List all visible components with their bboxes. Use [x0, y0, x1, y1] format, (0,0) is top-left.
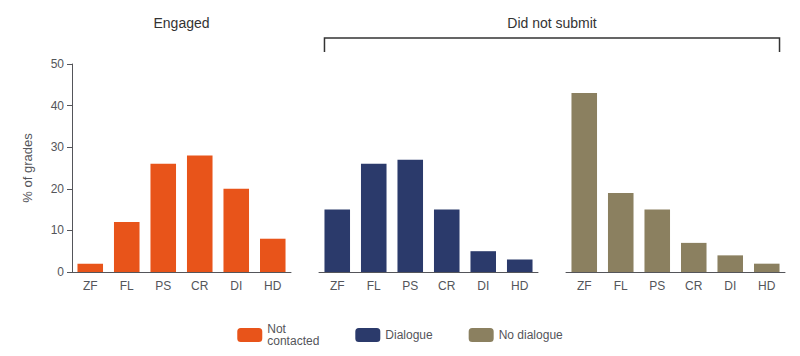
svg-text:FL: FL [367, 279, 381, 293]
svg-text:10: 10 [51, 223, 65, 237]
svg-text:PS: PS [649, 279, 665, 293]
svg-text:FL: FL [120, 279, 134, 293]
svg-text:DI: DI [724, 279, 736, 293]
svg-text:30: 30 [51, 140, 65, 154]
svg-text:Dialogue: Dialogue [385, 328, 433, 342]
svg-text:HD: HD [758, 279, 776, 293]
svg-text:CR: CR [191, 279, 209, 293]
svg-text:DI: DI [230, 279, 242, 293]
svg-text:PS: PS [155, 279, 171, 293]
svg-text:50: 50 [51, 57, 65, 71]
svg-text:PS: PS [402, 279, 418, 293]
svg-text:Engaged: Engaged [153, 15, 209, 31]
svg-text:Did not submit: Did not submit [507, 15, 597, 31]
svg-text:ZF: ZF [83, 279, 98, 293]
svg-text:Not: Not [267, 322, 286, 336]
svg-text:contacted: contacted [267, 334, 319, 348]
svg-text:% of grades: % of grades [20, 133, 35, 203]
svg-text:40: 40 [51, 99, 65, 113]
svg-text:CR: CR [438, 279, 456, 293]
svg-text:HD: HD [264, 279, 282, 293]
svg-text:DI: DI [477, 279, 489, 293]
svg-text:0: 0 [57, 265, 64, 279]
svg-text:CR: CR [685, 279, 703, 293]
svg-text:ZF: ZF [330, 279, 345, 293]
svg-text:FL: FL [614, 279, 628, 293]
svg-text:No dialogue: No dialogue [499, 328, 563, 342]
svg-text:HD: HD [511, 279, 529, 293]
svg-text:ZF: ZF [577, 279, 592, 293]
svg-text:20: 20 [51, 182, 65, 196]
